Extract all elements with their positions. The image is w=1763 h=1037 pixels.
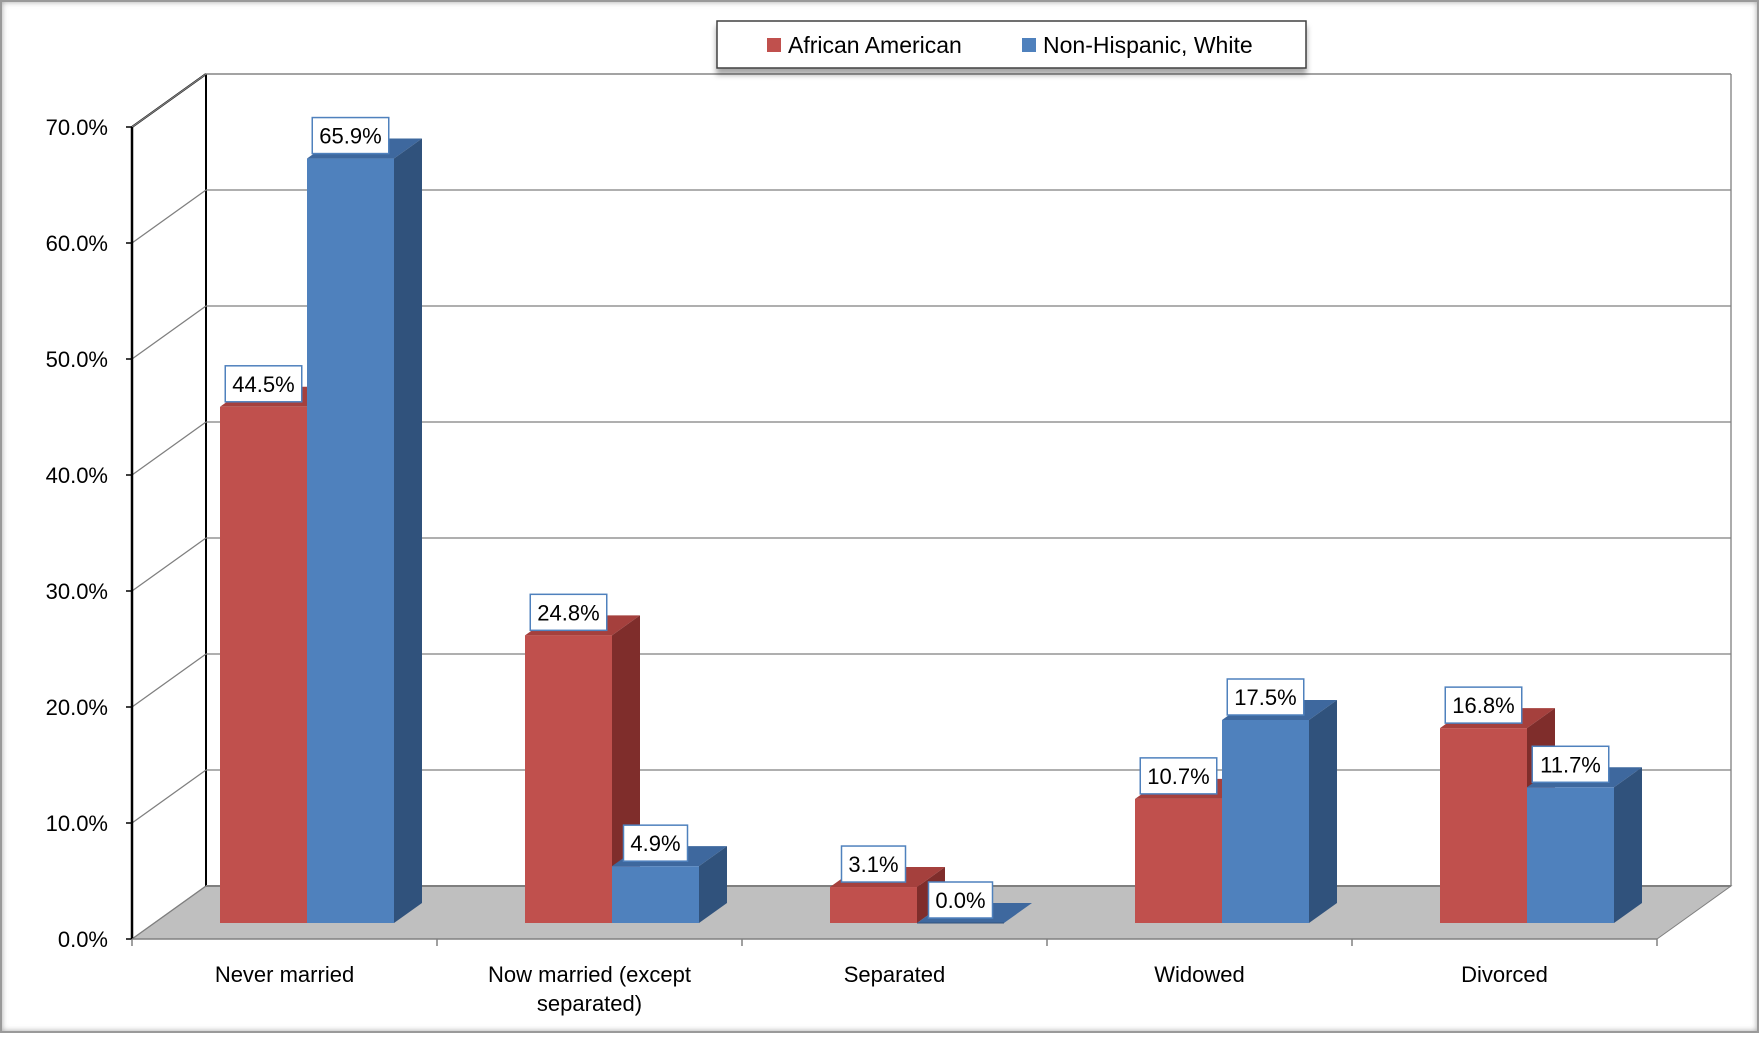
- gridlines: [131, 73, 1731, 940]
- data-label: 16.8%: [1444, 686, 1523, 724]
- bar-front: [1135, 798, 1222, 923]
- bar-front: [525, 635, 612, 923]
- bar-side: [1309, 700, 1337, 923]
- side-gridline: [131, 421, 207, 476]
- data-label-text: 65.9%: [319, 124, 381, 149]
- data-label: 10.7%: [1139, 757, 1218, 795]
- legend-swatch-non-hispanic-white: [1022, 38, 1036, 52]
- data-label-text: 44.5%: [232, 372, 294, 397]
- data-label-text: 4.9%: [630, 831, 680, 856]
- bar-front: [830, 887, 917, 923]
- data-label-text: 24.8%: [537, 600, 599, 625]
- legend-label-african-american: African American: [788, 32, 962, 58]
- y-tick-label: 30.0%: [46, 579, 108, 604]
- side-gridline: [131, 305, 207, 360]
- data-label: 4.9%: [622, 824, 689, 862]
- bar-front: [1527, 787, 1614, 923]
- bar-front: [220, 406, 307, 923]
- category-label: Now married (except: [488, 962, 691, 987]
- data-label: 11.7%: [1531, 745, 1610, 784]
- bar-front: [612, 866, 699, 923]
- category-label: Never married: [215, 962, 354, 987]
- data-label-text: 10.7%: [1147, 764, 1209, 789]
- data-label-box: [311, 116, 390, 155]
- data-label: 17.5%: [1226, 678, 1305, 716]
- data-label-text: 0.0%: [935, 888, 985, 913]
- side-gridline: [131, 73, 207, 128]
- bar-side: [1614, 767, 1642, 923]
- data-label-text: 3.1%: [848, 852, 898, 877]
- side-gridline: [131, 653, 207, 708]
- bar-non-hispanic-white: [1222, 700, 1337, 923]
- data-label-box: [529, 593, 608, 632]
- data-label-box: [840, 845, 907, 883]
- data-label: 44.5%: [224, 365, 303, 403]
- bar-side: [394, 138, 422, 923]
- bar-front: [1440, 728, 1527, 923]
- category-label: Separated: [844, 962, 946, 987]
- side-gridline: [131, 189, 207, 244]
- data-label: 3.1%: [840, 845, 907, 883]
- bar-front: [307, 158, 394, 923]
- category-label: Widowed: [1154, 962, 1244, 987]
- data-label: 24.8%: [529, 593, 608, 632]
- data-label-box: [927, 881, 994, 919]
- legend-box: [716, 20, 1307, 69]
- data-label-box: [224, 365, 303, 403]
- y-tick-label: 10.0%: [46, 811, 108, 836]
- y-tick-label: 70.0%: [46, 115, 108, 140]
- y-tick-label: 50.0%: [46, 347, 108, 372]
- data-label-text: 16.8%: [1452, 693, 1514, 718]
- legend-swatch-african-american: [767, 38, 781, 52]
- y-tick-label: 60.0%: [46, 231, 108, 256]
- data-label-box: [1531, 745, 1610, 784]
- y-axis: 0.0% 10.0% 20.0% 30.0% 40.0% 50.0% 60.0% 70.0%: [46, 115, 1657, 952]
- data-label: 0.0%: [927, 881, 994, 919]
- legend-label-non-hispanic-white: Non-Hispanic, White: [1043, 32, 1253, 58]
- bar-non-hispanic-white: [307, 138, 422, 923]
- side-gridline: [131, 769, 207, 824]
- x-axis: Never married Now married (except separate…: [131, 939, 1658, 1016]
- y-tick-label: 0.0%: [58, 927, 108, 952]
- bar-front: [1222, 720, 1309, 923]
- data-label-box: [622, 824, 689, 862]
- data-label-text: 17.5%: [1234, 685, 1296, 710]
- data-label-text: 11.7%: [1540, 752, 1601, 777]
- data-label-box: [1226, 678, 1305, 716]
- category-label: separated): [537, 991, 642, 1016]
- bars: [220, 138, 1642, 924]
- data-label: 65.9%: [311, 116, 390, 155]
- side-gridline: [131, 885, 207, 940]
- data-labels: 44.5% 65.9% 24.8% 4.9% 3.1% 0.0% 10.7% 17.5% 16.…: [224, 116, 1610, 919]
- data-label-box: [1139, 757, 1218, 795]
- y-tick-label: 40.0%: [46, 463, 108, 488]
- y-tick-label: 20.0%: [46, 695, 108, 720]
- bar-side: [699, 846, 727, 923]
- side-gridline: [131, 537, 207, 592]
- bar-non-hispanic-white: [1527, 767, 1642, 923]
- legend: African American Non-Hispanic, White: [716, 20, 1307, 69]
- category-label: Divorced: [1461, 962, 1548, 987]
- data-label-box: [1444, 686, 1523, 724]
